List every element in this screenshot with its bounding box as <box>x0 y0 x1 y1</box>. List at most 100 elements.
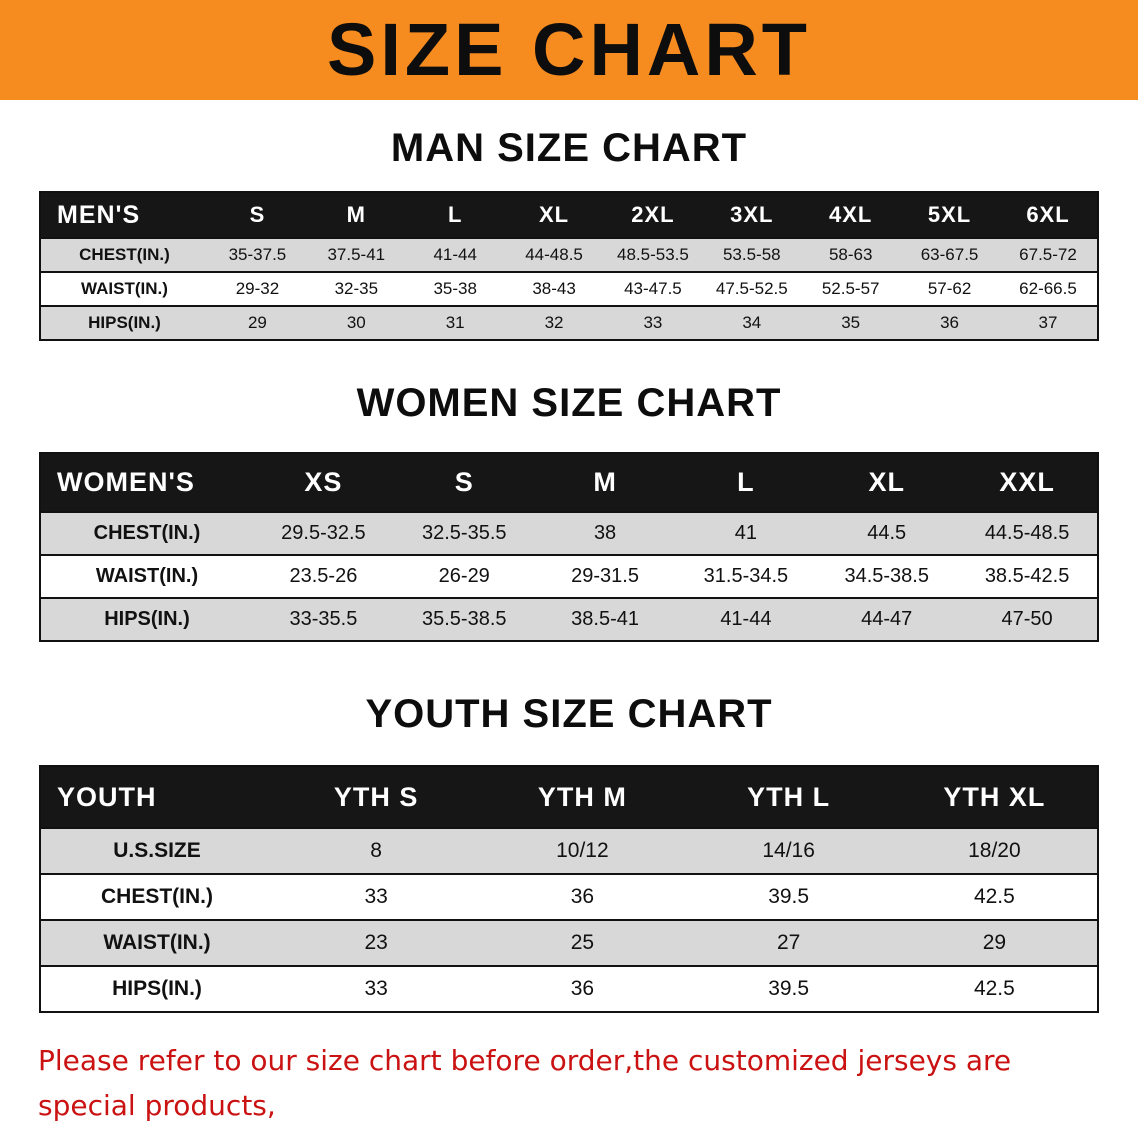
size-column-header: S <box>393 453 535 512</box>
size-column-header: M <box>306 192 406 238</box>
size-value-cell: 26-29 <box>438 565 490 587</box>
size-value-cell: 48.5-53.5 <box>617 245 689 264</box>
table-header-row: MEN'S S M L XL 2XL 3XL 4XL 5XL 6XL <box>40 192 1098 238</box>
size-value-cell: 35-37.5 <box>228 245 287 264</box>
size-column-header: YTH M <box>479 766 686 828</box>
size-value-cell: 39.5 <box>768 885 810 908</box>
size-value-cell: 33-35.5 <box>289 608 358 630</box>
women-size-chart-heading: WOMEN SIZE CHART <box>356 381 782 425</box>
size-value-cell: 23 <box>364 931 388 954</box>
size-value-cell: 41 <box>734 522 758 544</box>
size-column-header: 6XL <box>999 192 1098 238</box>
size-value-cell: 41-44 <box>720 608 772 630</box>
row-label: U.S.SIZE <box>113 839 201 862</box>
size-value-cell: 38-43 <box>532 279 576 298</box>
size-value-cell: 47.5-52.5 <box>715 279 788 298</box>
table-row: WAIST(IN.) 23.5-26 26-29 29-31.5 31.5-34.5 34… <box>40 555 1098 598</box>
size-value-cell: 29.5-32.5 <box>281 522 366 544</box>
size-value-cell: 52.5-57 <box>821 279 880 298</box>
table-header-row: YOUTH YTH S YTH M YTH L YTH XL <box>40 766 1098 828</box>
table-row: HIPS(IN.) 33-35.5 35.5-38.5 38.5-41 41-44 44-… <box>40 598 1098 641</box>
size-value-cell: 35-38 <box>433 279 477 298</box>
size-value-cell: 42.5 <box>973 977 1015 1000</box>
size-value-cell: 23.5-26 <box>289 565 358 587</box>
size-value-cell: 29 <box>247 313 267 332</box>
size-column-header: L <box>405 192 505 238</box>
size-column-header: 4XL <box>801 192 901 238</box>
table-corner-label: MEN'S <box>40 192 208 238</box>
row-label: HIPS(IN.) <box>88 313 161 332</box>
size-value-cell: 42.5 <box>973 885 1015 908</box>
size-value-cell: 47-50 <box>1001 608 1053 630</box>
size-value-cell: 58-63 <box>828 245 873 264</box>
size-value-cell: 36 <box>570 977 595 1000</box>
size-value-cell: 33 <box>364 977 388 1000</box>
size-value-cell: 41-44 <box>433 245 477 264</box>
size-value-cell: 38.5-41 <box>571 608 639 630</box>
size-column-header: S <box>208 192 307 238</box>
size-value-cell: 38.5-42.5 <box>984 565 1070 587</box>
size-value-cell: 62-66.5 <box>1019 279 1077 298</box>
size-value-cell: 39.5 <box>768 977 810 1000</box>
size-column-header: XL <box>816 453 958 512</box>
size-value-cell: 18/20 <box>968 839 1021 862</box>
size-value-cell: 29 <box>982 931 1007 954</box>
size-value-cell: 30 <box>346 313 366 332</box>
size-column-header: YTH XL <box>891 766 1098 828</box>
youth-size-table: YOUTH YTH S YTH M YTH L YTH XL U.S.SIZE 8 10/12… <box>39 765 1099 1013</box>
size-value-cell: 33 <box>643 313 663 332</box>
size-value-cell: 44-47 <box>861 608 913 630</box>
size-value-cell: 44-48.5 <box>525 245 583 264</box>
size-column-header: 3XL <box>702 192 802 238</box>
disclaimer-line-2: we don't accept cancel, change, teturn o… <box>38 1129 1108 1132</box>
size-value-cell: 67.5-72 <box>1019 245 1077 264</box>
row-label: CHEST(IN.) <box>79 245 170 264</box>
women-size-table: WOMEN'S XS S M L XL XXL CHEST(IN.) 29.5-32.5 32.5… <box>39 452 1099 642</box>
size-value-cell: 29-32 <box>235 279 280 298</box>
size-chart-title: SIZE CHART <box>327 8 811 91</box>
size-value-cell: 57-62 <box>927 279 972 298</box>
size-value-cell: 53.5-58 <box>722 245 781 264</box>
size-value-cell: 36 <box>940 313 960 332</box>
table-row: U.S.SIZE 8 10/12 14/16 18/20 <box>40 828 1098 874</box>
size-value-cell: 25 <box>570 931 595 954</box>
size-value-cell: 34 <box>742 313 762 332</box>
size-column-header: XL <box>504 192 604 238</box>
size-value-cell: 8 <box>370 839 382 862</box>
size-value-cell: 35.5-38.5 <box>421 608 507 630</box>
size-column-header: 5XL <box>900 192 999 238</box>
row-label: HIPS(IN.) <box>112 977 202 1000</box>
size-value-cell: 34.5-38.5 <box>844 565 929 587</box>
table-row: CHEST(IN.) 35-37.5 37.5-41 41-44 44-48.5 48.5… <box>40 238 1098 272</box>
size-column-header: YTH L <box>685 766 892 828</box>
size-value-cell: 63-67.5 <box>920 245 979 264</box>
size-value-cell: 27 <box>776 931 801 954</box>
size-column-header: XS <box>253 453 394 512</box>
size-value-cell: 32 <box>544 313 564 332</box>
size-value-cell: 44.5-48.5 <box>984 522 1070 544</box>
size-column-header: XXL <box>957 453 1098 512</box>
disclaimer-line-1: Please refer to our size chart before or… <box>38 1044 1012 1122</box>
size-value-cell: 36 <box>570 885 595 908</box>
size-value-cell: 38 <box>593 522 617 544</box>
size-value-cell: 37 <box>1038 313 1058 332</box>
men-size-table: MEN'S S M L XL 2XL 3XL 4XL 5XL 6XL CHEST(IN.) 35-37… <box>39 191 1099 341</box>
row-label: HIPS(IN.) <box>104 608 190 630</box>
table-row: CHEST(IN.) 33 36 39.5 42.5 <box>40 874 1098 920</box>
row-label: WAIST(IN.) <box>103 931 211 954</box>
size-value-cell: 35 <box>841 313 861 332</box>
size-value-cell: 32-35 <box>334 279 379 298</box>
youth-size-chart-heading: YOUTH SIZE CHART <box>365 692 773 736</box>
man-size-chart-heading: MAN SIZE CHART <box>390 126 748 170</box>
table-row: HIPS(IN.) 29 30 31 32 33 34 35 36 37 <box>40 306 1098 340</box>
size-chart-banner: SIZE CHART <box>0 0 1138 100</box>
table-row: HIPS(IN.) 33 36 39.5 42.5 <box>40 966 1098 1012</box>
size-value-cell: 33 <box>364 885 388 908</box>
size-value-cell: 14/16 <box>762 839 815 862</box>
table-row: CHEST(IN.) 29.5-32.5 32.5-35.5 38 41 44.5 44.5… <box>40 512 1098 555</box>
table-corner-label: YOUTH <box>40 766 273 828</box>
size-value-cell: 37.5-41 <box>327 245 386 264</box>
size-column-header: YTH S <box>273 766 480 828</box>
size-column-header: 2XL <box>603 192 703 238</box>
